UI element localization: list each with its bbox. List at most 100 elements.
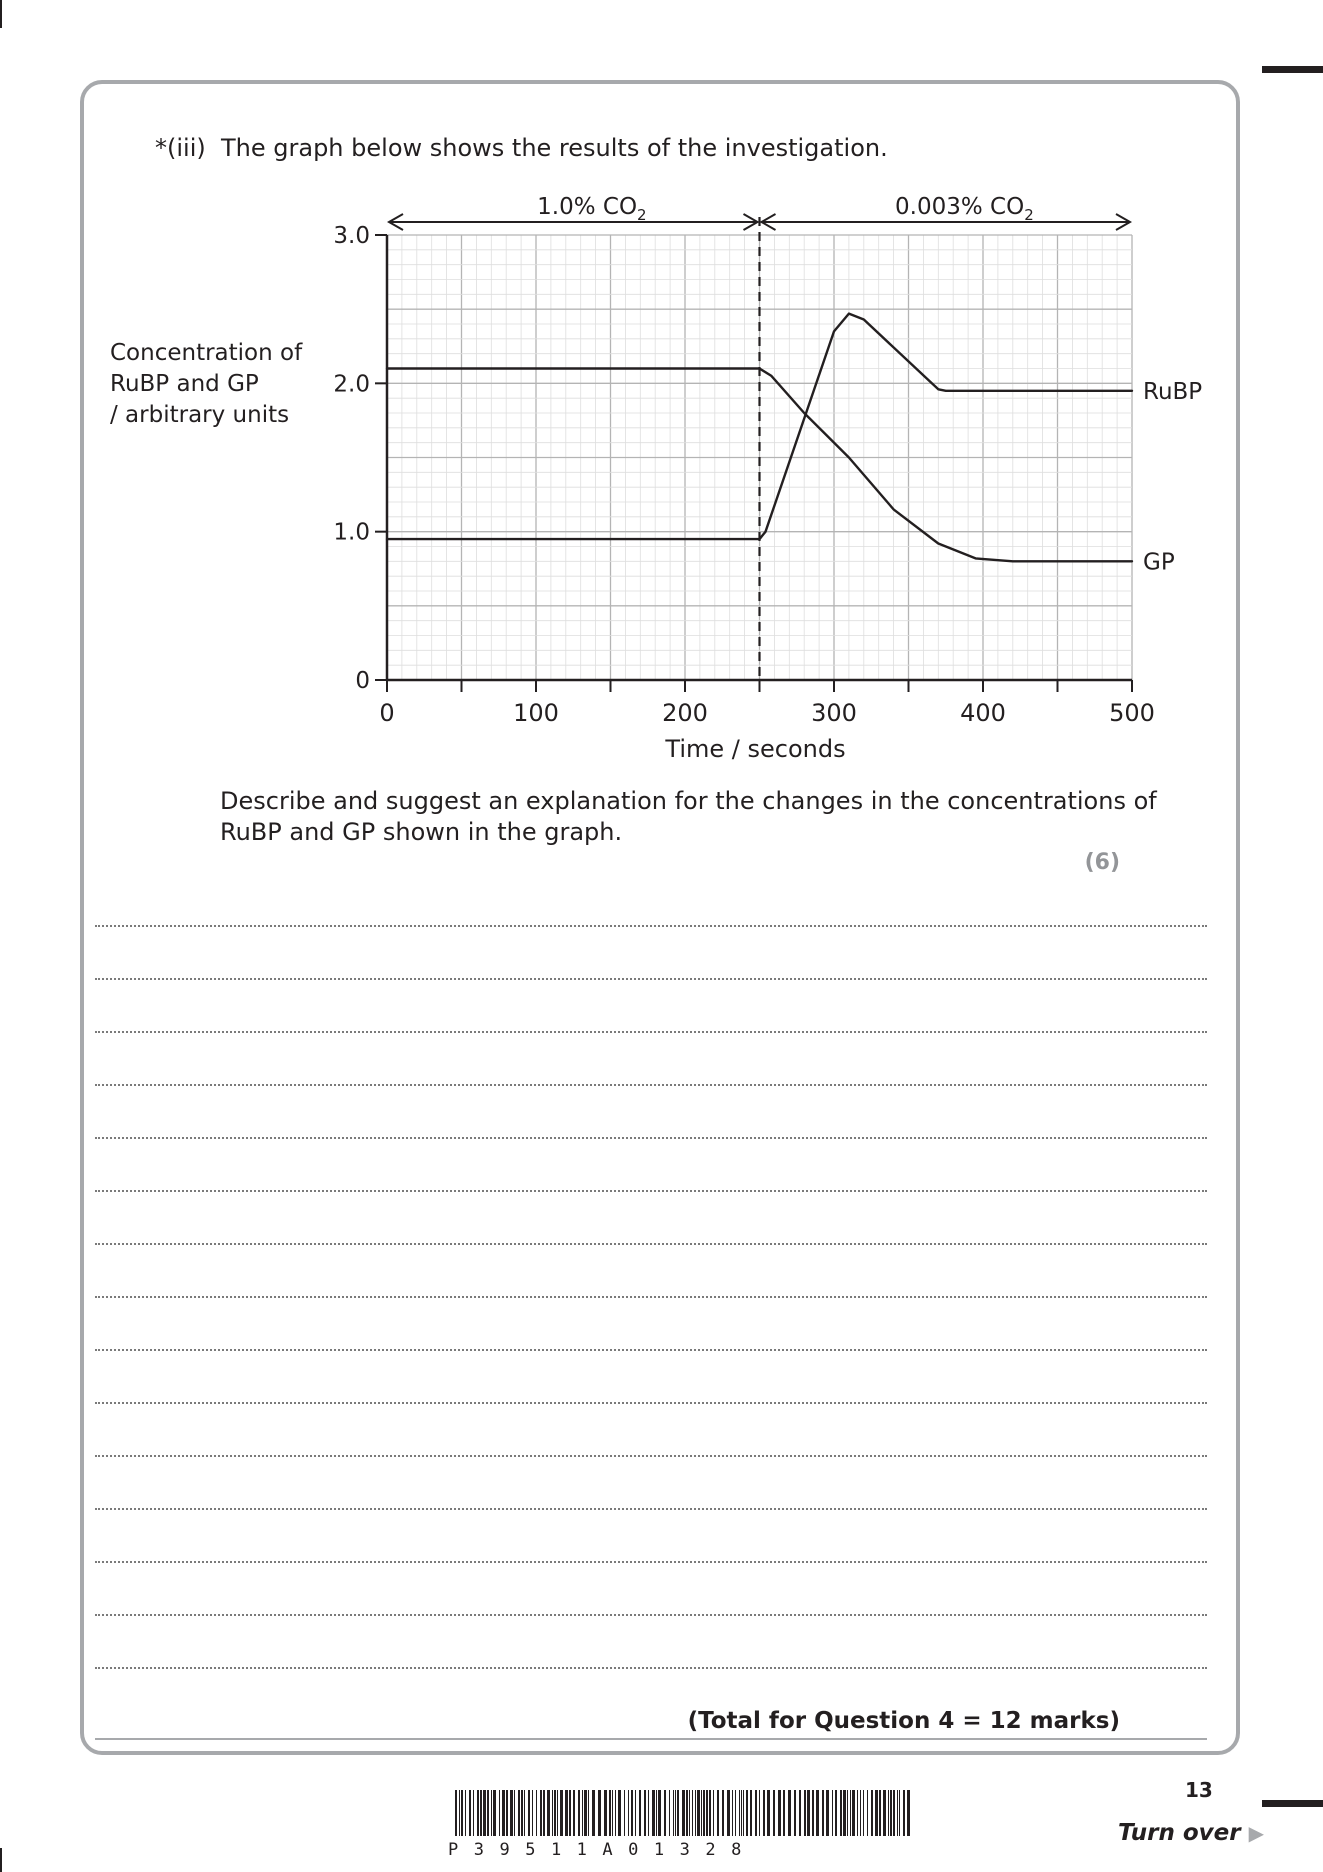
barcode-bar [778, 1790, 781, 1836]
barcode-bar [822, 1790, 824, 1836]
barcode-bar [722, 1790, 724, 1836]
barcode-bar [543, 1790, 545, 1836]
barcode-bar [612, 1790, 613, 1836]
barcode-bar [669, 1790, 670, 1836]
answer-line[interactable] [95, 1137, 1207, 1139]
barcode-bar [673, 1790, 674, 1836]
barcode-bar [461, 1790, 463, 1836]
barcode-text: P39511A01328 [448, 1840, 757, 1860]
x-tick-label: 500 [1109, 699, 1155, 727]
answer-line[interactable] [95, 1402, 1207, 1404]
region-label: 0.003% CO2 [895, 194, 1034, 224]
answer-line[interactable] [95, 925, 1207, 927]
barcode-bar [455, 1790, 457, 1836]
barcode-bar [871, 1790, 873, 1836]
barcode-bar [875, 1790, 878, 1836]
answer-line[interactable] [95, 1296, 1207, 1298]
barcode-bar [588, 1790, 589, 1836]
barcode-bar [675, 1790, 676, 1836]
arrow-right-icon [743, 213, 760, 231]
barcode-bar [706, 1790, 708, 1836]
barcode-bar [686, 1790, 688, 1836]
barcode-bar [759, 1790, 760, 1836]
answer-line[interactable] [95, 978, 1207, 980]
barcode-bar [863, 1790, 864, 1836]
barcode-bar [695, 1790, 696, 1836]
barcode-bar [832, 1790, 833, 1836]
series-line-rubp [385, 312, 1134, 541]
barcode-bar [773, 1790, 775, 1836]
answer-line[interactable] [95, 1190, 1207, 1192]
barcode-bar [763, 1790, 765, 1836]
barcode-bar [703, 1790, 705, 1836]
barcode-bar [477, 1790, 479, 1836]
barcode-bar [843, 1790, 846, 1836]
turn-over-label: Turn over ▶ [1118, 1820, 1264, 1846]
barcode [455, 1790, 910, 1836]
barcode-bar [692, 1790, 693, 1836]
barcode-bar [628, 1790, 629, 1836]
chart-y-axis-label: Concentration of RuBP and GP / arbitrary… [110, 338, 302, 431]
x-tick-label: 400 [960, 699, 1006, 727]
barcode-bar [554, 1790, 556, 1836]
barcode-bar [491, 1790, 492, 1836]
barcode-bar [816, 1790, 819, 1836]
y-tick-label: 3.0 [333, 223, 370, 249]
barcode-bar [469, 1790, 471, 1836]
barcode-bar [888, 1790, 889, 1836]
answer-line[interactable] [95, 1084, 1207, 1086]
barcode-bar [850, 1790, 851, 1836]
answer-line[interactable] [95, 1243, 1207, 1245]
barcode-bar [682, 1790, 685, 1836]
answer-line[interactable] [95, 1561, 1207, 1563]
barcode-bar [510, 1790, 513, 1836]
barcode-bar [573, 1790, 575, 1836]
barcode-bar [890, 1790, 892, 1836]
answer-line[interactable] [95, 1031, 1207, 1033]
answer-line[interactable] [95, 1349, 1207, 1351]
barcode-bar [521, 1790, 523, 1836]
series-line-gp [385, 367, 1134, 563]
barcode-bar [893, 1790, 895, 1836]
barcode-bar [794, 1790, 796, 1836]
barcode-bar [618, 1790, 621, 1836]
barcode-bar [899, 1790, 900, 1836]
barcode-bar [857, 1790, 858, 1836]
barcode-bar [709, 1790, 711, 1836]
arrow-left-icon [759, 213, 776, 231]
answer-line[interactable] [95, 1508, 1207, 1510]
barcode-bar [644, 1790, 646, 1836]
barcode-bar [735, 1790, 736, 1836]
barcode-bar [826, 1790, 829, 1836]
series-label-gp: GP [1143, 549, 1175, 575]
barcode-bar [569, 1790, 571, 1836]
barcode-bar [746, 1790, 748, 1836]
question-prompt: Describe and suggest an explanation for … [220, 786, 1157, 848]
answer-line[interactable] [95, 1667, 1207, 1669]
barcode-bar [502, 1790, 505, 1836]
barcode-bar [518, 1790, 520, 1836]
barcode-bar [739, 1790, 740, 1836]
y-tick-label: 1.0 [333, 520, 370, 546]
crop-mark-bottom-left [0, 1848, 2, 1872]
barcode-bar [807, 1790, 810, 1836]
barcode-bar [783, 1790, 785, 1836]
answer-line[interactable] [95, 1455, 1207, 1457]
barcode-bar [755, 1790, 757, 1836]
barcode-bar [897, 1790, 898, 1836]
answer-line[interactable] [95, 1614, 1207, 1616]
barcode-bar [799, 1790, 801, 1836]
barcode-bar [557, 1790, 558, 1836]
page-number: 13 [1185, 1778, 1213, 1802]
barcode-bar [812, 1790, 814, 1836]
barcode-bar [658, 1790, 661, 1836]
barcode-bar [584, 1790, 587, 1836]
y-label-line: / arbitrary units [110, 402, 290, 428]
barcode-bar [840, 1790, 842, 1836]
arrow-right-icon [1115, 213, 1133, 231]
barcode-bar [480, 1790, 482, 1836]
barcode-bar [473, 1790, 474, 1836]
barcode-bar [598, 1790, 601, 1836]
barcode-bar [701, 1790, 702, 1836]
question-text: The graph below shows the results of the… [221, 134, 888, 162]
